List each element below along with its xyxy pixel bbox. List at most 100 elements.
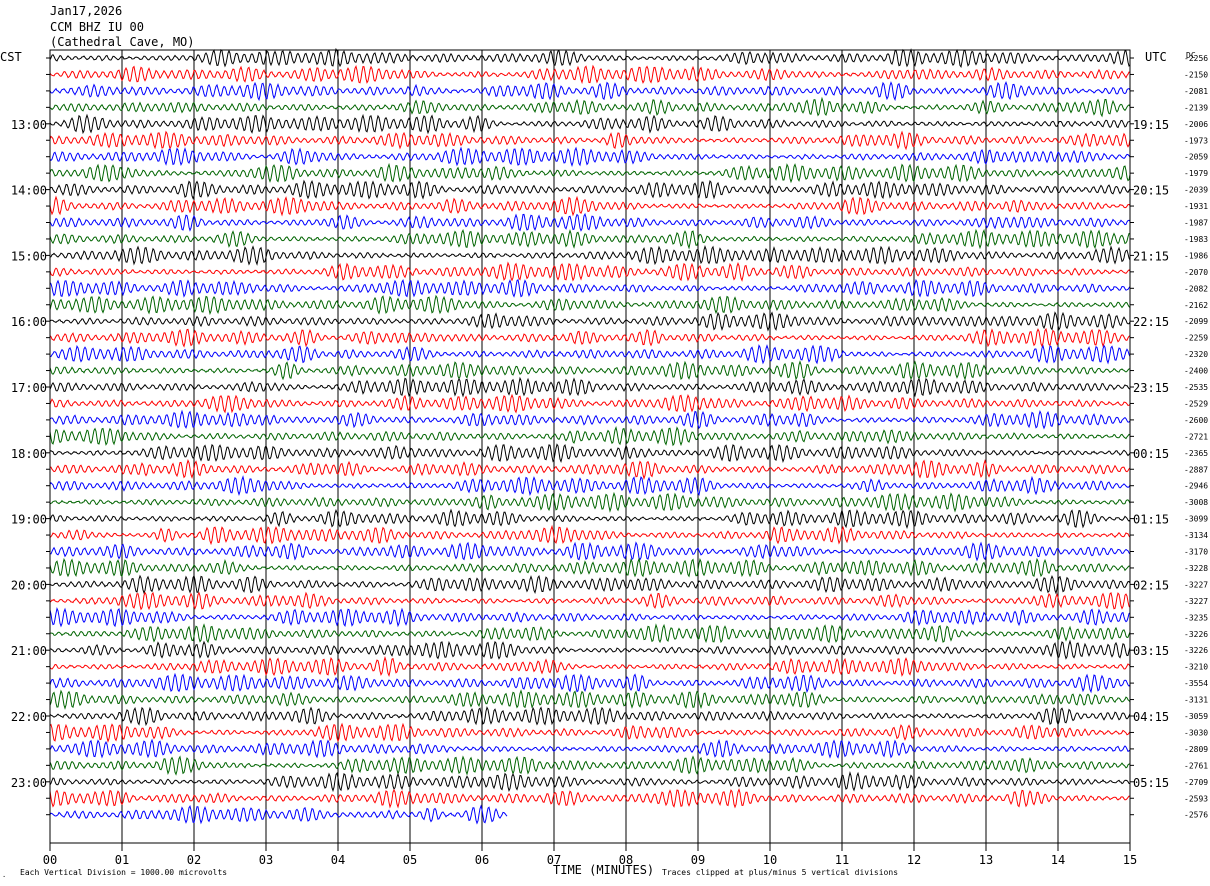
right-hour-label: 00:15 xyxy=(1133,447,1169,461)
dc-offset-label: -3227 xyxy=(1184,580,1208,589)
dc-offset-label: -3235 xyxy=(1184,613,1208,622)
trace-line xyxy=(50,623,1131,644)
trace-line xyxy=(49,278,1131,298)
dc-offset-label: -2162 xyxy=(1184,301,1208,310)
dc-offset-label: -1931 xyxy=(1184,202,1208,211)
trace-line xyxy=(49,113,1131,135)
trace-line xyxy=(49,212,1131,232)
right-hour-label: 04:15 xyxy=(1133,710,1169,724)
trace-line xyxy=(49,426,1131,447)
trace-line xyxy=(49,47,1131,69)
dc-offset-label: -2039 xyxy=(1184,186,1208,195)
right-hour-label: 01:15 xyxy=(1133,513,1169,527)
dc-offset-label: -2099 xyxy=(1184,317,1208,326)
dc-offset-label: -3008 xyxy=(1184,498,1208,507)
left-hour-label: 23:00 xyxy=(11,776,47,790)
x-tick-label: 06 xyxy=(475,853,489,867)
trace-line xyxy=(49,294,1131,316)
dc-offset-label: -2365 xyxy=(1184,449,1208,458)
dc-offset-label: -2070 xyxy=(1184,268,1208,277)
x-tick-label: 13 xyxy=(979,853,993,867)
dc-offset-label: -3030 xyxy=(1184,728,1208,737)
trace-line xyxy=(49,179,1131,200)
corner-mark: . xyxy=(2,871,6,879)
trace-line xyxy=(50,459,1131,481)
right-hour-label: 22:15 xyxy=(1133,315,1169,329)
dc-offset-label: -3131 xyxy=(1184,696,1208,705)
left-hour-label: 22:00 xyxy=(11,710,47,724)
dc-offset-label: -3554 xyxy=(1184,679,1208,688)
trace-line xyxy=(49,146,1131,167)
trace-line xyxy=(49,327,1131,348)
trace-line xyxy=(49,443,1131,464)
dc-offset-label: -2600 xyxy=(1184,416,1208,425)
dc-offset-label: -1986 xyxy=(1184,251,1208,260)
right-hour-label: 20:15 xyxy=(1133,184,1169,198)
trace-line xyxy=(49,591,1131,611)
right-hour-label: 23:15 xyxy=(1133,381,1169,395)
trace-line xyxy=(49,706,1131,727)
x-tick-label: 10 xyxy=(763,853,777,867)
left-hour-label: 18:00 xyxy=(11,447,47,461)
plot-date: Jan17,2026 xyxy=(50,4,123,18)
x-axis-title: TIME (MINUTES) xyxy=(553,863,654,877)
right-hour-label: 02:15 xyxy=(1133,578,1169,592)
trace-line xyxy=(49,689,1131,710)
clipping-note: Traces clipped at plus/minus 5 vertical … xyxy=(662,868,898,877)
left-timezone-label: CST xyxy=(0,50,22,64)
trace-line xyxy=(49,162,1131,184)
trace-line xyxy=(49,557,1131,578)
trace-line xyxy=(49,344,1131,365)
trace-line xyxy=(49,722,1131,743)
x-tick-label: 14 xyxy=(1051,853,1065,867)
trace-line xyxy=(49,228,1131,250)
dc-offset-label: -2006 xyxy=(1184,120,1208,129)
dc-offset-label: -2535 xyxy=(1184,383,1208,392)
x-tick-label: 15 xyxy=(1123,853,1137,867)
dc-offset-label: -3226 xyxy=(1184,646,1208,655)
right-hour-label: 21:15 xyxy=(1133,249,1169,263)
dc-offset-label: -2400 xyxy=(1184,367,1208,376)
axis-labels: 00 01 02 03 04 05 06 07 08 09 10 11 12 13 14 15 -2256 -21… xyxy=(11,54,1208,867)
trace-line xyxy=(49,409,1131,430)
trace-line xyxy=(49,130,1131,151)
trace-line xyxy=(49,311,1131,332)
right-timezone-label: UTC xyxy=(1145,50,1167,64)
trace-line xyxy=(49,541,1131,562)
dc-offset-label: -2150 xyxy=(1184,70,1208,79)
trace-line xyxy=(49,491,1131,513)
x-tick-label: 07 xyxy=(547,853,561,867)
vertical-division-note: Each Vertical Division = 1000.00 microvo… xyxy=(20,868,227,877)
station-location: (Cathedral Cave, MO) xyxy=(50,35,195,49)
left-hour-label: 17:00 xyxy=(11,381,47,395)
left-hour-label: 16:00 xyxy=(11,315,47,329)
dc-offset-label: -1983 xyxy=(1184,235,1208,244)
trace-line xyxy=(49,96,1131,118)
trace-line xyxy=(49,475,1131,496)
dc-header-label: DC xyxy=(1186,51,1196,60)
dc-offset-label: -3170 xyxy=(1184,548,1208,557)
dc-offset-label: -3134 xyxy=(1184,531,1208,540)
right-hour-label: 05:15 xyxy=(1133,776,1169,790)
trace-line xyxy=(49,755,1131,776)
dc-offset-label: -3059 xyxy=(1184,712,1208,721)
dc-offset-label: -3226 xyxy=(1184,630,1208,639)
x-tick-label: 03 xyxy=(259,853,273,867)
trace-line xyxy=(49,574,1131,595)
dc-offset-label: -2081 xyxy=(1184,87,1208,96)
trace-line xyxy=(49,738,1131,759)
x-tick-label: 09 xyxy=(691,853,705,867)
dc-offset-label: -1987 xyxy=(1184,219,1208,228)
trace-line xyxy=(49,655,1131,677)
dc-offset-label: -3210 xyxy=(1184,663,1208,672)
x-tick-label: 02 xyxy=(187,853,201,867)
dc-offset-label: -2059 xyxy=(1184,153,1208,162)
dc-offset-label: -2721 xyxy=(1184,432,1208,441)
dc-offset-label: -2139 xyxy=(1184,103,1208,112)
dc-offset-label: -2887 xyxy=(1184,465,1208,474)
trace-line xyxy=(49,64,1131,85)
dc-offset-label: -2320 xyxy=(1184,350,1208,359)
dc-offset-label: -2809 xyxy=(1184,745,1208,754)
trace-line xyxy=(49,81,1131,102)
